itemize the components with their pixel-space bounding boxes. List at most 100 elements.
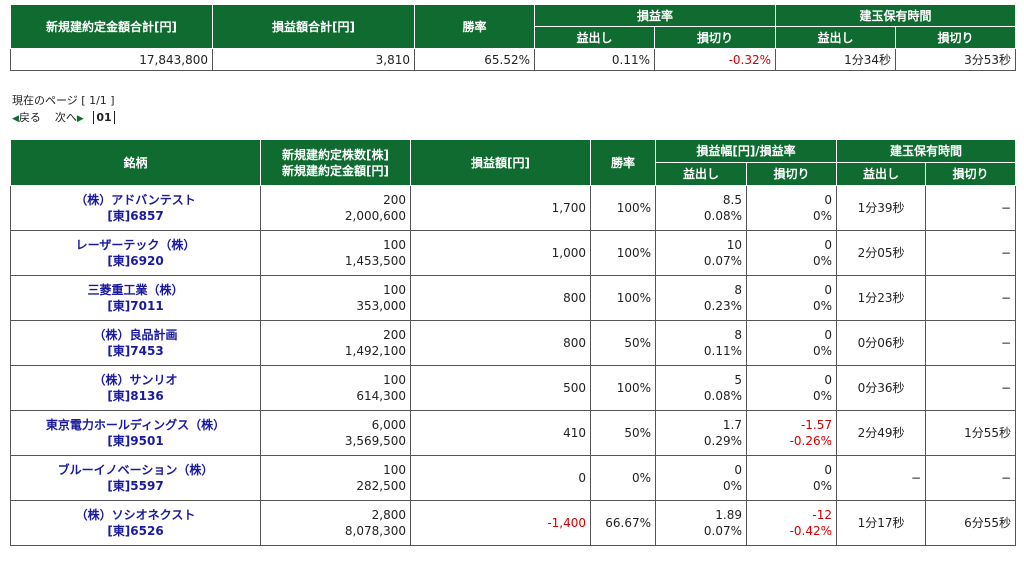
symbol-name[interactable]: レーザーテック（株） <box>75 238 196 252</box>
symbol-code[interactable]: [東]5597 <box>107 479 164 493</box>
table-row: ブルーイノベーション（株） [東]5597 100 282,500 0 0% 0… <box>10 455 1017 501</box>
qty-value: 100 <box>383 238 406 252</box>
page-number[interactable]: 01 <box>93 111 115 124</box>
hold-loss-value: − <box>925 320 1017 366</box>
symbol-cell[interactable]: （株）サンリオ [東]8136 <box>10 365 261 411</box>
detail-header-hold-profit: 益出し <box>836 162 927 186</box>
loss-range-value: -12 <box>812 508 833 522</box>
summary-header-hold-loss: 損切り <box>895 26 1017 49</box>
summary-hold-loss: 3分53秒 <box>895 48 1017 71</box>
win-rate-value: 66.67% <box>590 500 656 546</box>
loss-rate-value: -0.42% <box>789 524 833 538</box>
profit-range-cell: 8 0.11% <box>655 320 747 366</box>
profit-rate-value: 0.08% <box>703 209 742 223</box>
symbol-cell[interactable]: （株）アドバンテスト [東]6857 <box>10 185 261 231</box>
detail-header-win-rate: 勝率 <box>590 139 656 186</box>
prev-link[interactable]: ◀戻る <box>12 111 41 124</box>
loss-range-value: -1.57 <box>800 418 833 432</box>
table-row: 三菱重工業（株） [東]7011 100 353,000 800 100% 8 … <box>10 275 1017 321</box>
symbol-cell[interactable]: 三菱重工業（株） [東]7011 <box>10 275 261 321</box>
hold-profit-value: − <box>836 455 927 501</box>
hold-profit-value: 1分23秒 <box>836 275 927 321</box>
profit-rate-value: 0.08% <box>703 389 742 403</box>
summary-header-total-pnl: 損益額合計[円] <box>212 4 415 49</box>
profit-range-value: 8 <box>734 283 742 297</box>
table-row: 東京電力ホールディングス（株） [東]9501 6,000 3,569,500 … <box>10 410 1017 456</box>
pager: 現在のページ [ 1/1 ] ◀戻る 次へ▶ 01 <box>12 94 115 126</box>
symbol-cell[interactable]: ブルーイノベーション（株） [東]5597 <box>10 455 261 501</box>
symbol-code[interactable]: [東]6920 <box>107 254 164 268</box>
qty-value: 200 <box>383 328 406 342</box>
qty-amount-cell: 100 353,000 <box>260 275 411 321</box>
loss-range-value: 0 <box>824 283 833 297</box>
next-label: 次へ <box>54 111 77 124</box>
win-rate-value: 50% <box>590 320 656 366</box>
table-row: （株）ソシオネクスト [東]6526 2,800 8,078,300 -1,40… <box>10 500 1017 546</box>
hold-loss-value: 1分55秒 <box>925 410 1017 456</box>
pnl-value: 1,000 <box>410 230 591 276</box>
profit-rate-value: 0.07% <box>703 524 742 538</box>
summary-header-win-rate: 勝率 <box>414 4 535 49</box>
symbol-cell[interactable]: （株）良品計画 [東]7453 <box>10 320 261 366</box>
profit-range-cell: 8.5 0.08% <box>655 185 747 231</box>
amount-value: 614,300 <box>356 389 406 403</box>
symbol-cell[interactable]: 東京電力ホールディングス（株） [東]9501 <box>10 410 261 456</box>
loss-range-value: 0 <box>824 463 833 477</box>
loss-range-cell: 0 0% <box>745 185 838 231</box>
symbol-code[interactable]: [東]9501 <box>107 434 164 448</box>
summary-total-pnl: 3,810 <box>212 48 415 71</box>
symbol-code[interactable]: [東]7453 <box>107 344 164 358</box>
amount-value: 8,078,300 <box>344 524 406 538</box>
symbol-cell[interactable]: レーザーテック（株） [東]6920 <box>10 230 261 276</box>
summary-pnl-rate-profit: 0.11% <box>534 48 655 71</box>
loss-rate-value: 0% <box>812 299 833 313</box>
next-link[interactable]: 次へ▶ <box>55 111 84 124</box>
symbol-name[interactable]: 三菱重工業（株） <box>87 283 184 297</box>
table-row: （株）良品計画 [東]7453 200 1,492,100 800 50% 8 … <box>10 320 1017 366</box>
pnl-value: 0 <box>410 455 591 501</box>
loss-rate-value: -0.26% <box>789 434 833 448</box>
detail-header-profit: 益出し <box>655 162 747 186</box>
win-rate-value: 50% <box>590 410 656 456</box>
amount-value: 1,492,100 <box>344 344 406 358</box>
table-row: （株）サンリオ [東]8136 100 614,300 500 100% 5 0… <box>10 365 1017 411</box>
symbol-code[interactable]: [東]7011 <box>107 299 164 313</box>
qty-amount-cell: 100 282,500 <box>260 455 411 501</box>
detail-header-amount: 新規建約定金額[円] <box>282 163 389 178</box>
pnl-value: 410 <box>410 410 591 456</box>
amount-value: 2,000,600 <box>344 209 406 223</box>
summary-header-pnl-rate: 損益率 <box>533 4 777 27</box>
symbol-name[interactable]: （株）良品計画 <box>93 328 178 342</box>
pnl-value: 500 <box>410 365 591 411</box>
qty-value: 100 <box>383 463 406 477</box>
hold-loss-value: − <box>925 230 1017 276</box>
summary-header-hold-profit: 益出し <box>775 26 897 49</box>
amount-value: 282,500 <box>356 479 406 493</box>
qty-amount-cell: 200 2,000,600 <box>260 185 411 231</box>
loss-range-cell: 0 0% <box>745 320 838 366</box>
loss-range-cell: 0 0% <box>745 275 838 321</box>
detail-header-pnl-range: 損益幅[円]/損益率 <box>654 139 838 163</box>
symbol-code[interactable]: [東]6857 <box>107 209 164 223</box>
loss-range-value: 0 <box>824 238 833 252</box>
qty-value: 6,000 <box>371 418 406 432</box>
amount-value: 353,000 <box>356 299 406 313</box>
profit-rate-value: 0.29% <box>703 434 742 448</box>
summary-pnl-rate-loss: -0.32% <box>653 48 777 71</box>
hold-loss-value: − <box>925 455 1017 501</box>
detail-header-qty: 新規建約定株数[株] <box>282 147 389 162</box>
profit-rate-value: 0.11% <box>703 344 742 358</box>
symbol-cell[interactable]: （株）ソシオネクスト [東]6526 <box>10 500 261 546</box>
symbol-code[interactable]: [東]8136 <box>107 389 164 403</box>
symbol-name[interactable]: （株）アドバンテスト <box>75 193 196 207</box>
symbol-code[interactable]: [東]6526 <box>107 524 164 538</box>
win-rate-value: 100% <box>590 230 656 276</box>
symbol-name[interactable]: （株）ソシオネクスト <box>75 508 196 522</box>
symbol-name[interactable]: ブルーイノベーション（株） <box>57 463 214 477</box>
symbol-name[interactable]: 東京電力ホールディングス（株） <box>45 418 226 432</box>
profit-range-value: 8 <box>734 328 742 342</box>
summary-header-profit: 益出し <box>534 26 655 49</box>
profit-range-value: 5 <box>734 373 742 387</box>
symbol-name[interactable]: （株）サンリオ <box>93 373 178 387</box>
hold-profit-value: 1分39秒 <box>836 185 927 231</box>
